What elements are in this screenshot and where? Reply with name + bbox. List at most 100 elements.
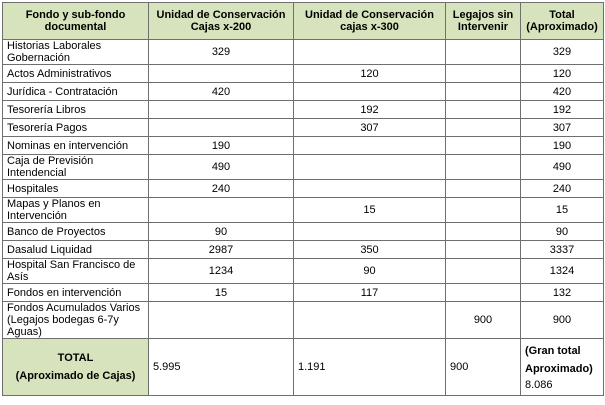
row-legajos	[445, 100, 521, 119]
header-total: Total (Aproximado)	[520, 2, 604, 40]
row-legajos	[445, 64, 521, 83]
row-fondo: Fondos Acumulados Varios (Legajos bodega…	[2, 301, 149, 339]
row-total: 3337	[520, 240, 604, 259]
row-fondo: Caja de Previsión Intendencial	[2, 154, 149, 180]
row-fondo: Banco de Proyectos	[2, 222, 149, 241]
row-cajas-x300: 350	[293, 240, 446, 259]
total-x300: 1.191	[293, 338, 446, 396]
row-cajas-x200	[148, 100, 294, 119]
row-cajas-x200	[148, 197, 294, 223]
row-fondo: Actos Administrativos	[2, 64, 149, 83]
row-cajas-x200: 15	[148, 283, 294, 302]
row-cajas-x200: 420	[148, 82, 294, 101]
row-total: 132	[520, 283, 604, 302]
row-legajos	[445, 283, 521, 302]
row-fondo: Tesorería Libros	[2, 100, 149, 119]
row-fondo: Jurídica - Contratación	[2, 82, 149, 101]
grand-total-label-1: (Gran total	[525, 345, 581, 357]
row-legajos	[445, 154, 521, 180]
total-label: TOTAL	[57, 352, 94, 364]
row-fondo: Dasalud Liquidad	[2, 240, 149, 259]
total-label-cell: TOTAL (Aproximado de Cajas)	[2, 338, 149, 396]
row-total: 329	[520, 39, 604, 65]
row-cajas-x200	[148, 118, 294, 137]
row-fondo: Tesorería Pagos	[2, 118, 149, 137]
row-cajas-x300	[293, 222, 446, 241]
table-row: Tesorería Libros 192 192	[2, 100, 604, 119]
row-cajas-x300	[293, 39, 446, 65]
table-row: Actos Administrativos 120 120	[2, 64, 604, 83]
row-legajos	[445, 258, 521, 284]
table-row: Banco de Proyectos 90 90	[2, 222, 604, 241]
row-fondo: Historias Laborales Gobernación	[2, 39, 149, 65]
total-sublabel: (Aproximado de Cajas)	[15, 370, 136, 382]
row-legajos	[445, 240, 521, 259]
table-row: Fondos Acumulados Varios (Legajos bodega…	[2, 301, 604, 339]
row-fondo: Nominas en intervención	[2, 136, 149, 155]
header-fondo: Fondo y sub-fondo documental	[2, 2, 149, 40]
row-cajas-x300: 117	[293, 283, 446, 302]
row-legajos	[445, 179, 521, 198]
total-legajos: 900	[445, 338, 521, 396]
table-row: Dasalud Liquidad 2987 350 3337	[2, 240, 604, 259]
grand-total-value: 8.086	[525, 379, 553, 391]
row-cajas-x300: 307	[293, 118, 446, 137]
row-cajas-x300: 192	[293, 100, 446, 119]
row-total: 192	[520, 100, 604, 119]
row-cajas-x200: 2987	[148, 240, 294, 259]
header-legajos: Legajos sin Intervenir	[445, 2, 521, 40]
table-row: Jurídica - Contratación 420 420	[2, 82, 604, 101]
table-header: Fondo y sub-fondo documental Unidad de C…	[2, 2, 604, 40]
row-cajas-x200: 329	[148, 39, 294, 65]
row-total: 307	[520, 118, 604, 137]
table-row: Tesorería Pagos 307 307	[2, 118, 604, 137]
grand-total-label-2: Aproximado)	[525, 363, 593, 375]
row-cajas-x300: 120	[293, 64, 446, 83]
row-fondo: Hospitales	[2, 179, 149, 198]
row-cajas-x300	[293, 136, 446, 155]
grand-total-cell: (Gran total Aproximado) 8.086	[520, 338, 604, 396]
header-row: Fondo y sub-fondo documental Unidad de C…	[2, 2, 604, 40]
header-cajas-x300: Unidad de Conservación cajas x-300	[293, 2, 446, 40]
row-cajas-x300	[293, 154, 446, 180]
row-total: 120	[520, 64, 604, 83]
table-row: Hospital San Francisco de Asís 1234 90 1324	[2, 258, 604, 284]
table-footer: TOTAL (Aproximado de Cajas) 5.995 1.191 …	[2, 338, 604, 396]
row-cajas-x300	[293, 82, 446, 101]
table-row: Fondos en intervención 15 117 132	[2, 283, 604, 302]
total-row: TOTAL (Aproximado de Cajas) 5.995 1.191 …	[2, 338, 604, 396]
row-total: 15	[520, 197, 604, 223]
row-cajas-x300: 15	[293, 197, 446, 223]
table-row: Nominas en intervención 190 190	[2, 136, 604, 155]
header-cajas-x200: Unidad de Conservación Cajas x-200	[148, 2, 294, 40]
row-total: 900	[520, 301, 604, 339]
row-cajas-x200	[148, 64, 294, 83]
row-total: 90	[520, 222, 604, 241]
row-cajas-x300	[293, 301, 446, 339]
row-legajos	[445, 136, 521, 155]
row-legajos	[445, 82, 521, 101]
table-body: Historias Laborales Gobernación 329 329 Act…	[2, 39, 604, 339]
row-cajas-x200: 90	[148, 222, 294, 241]
row-cajas-x200: 190	[148, 136, 294, 155]
row-legajos	[445, 118, 521, 137]
row-cajas-x300	[293, 179, 446, 198]
table-row: Caja de Previsión Intendencial 490 490	[2, 154, 604, 180]
row-total: 190	[520, 136, 604, 155]
row-fondo: Fondos en intervención	[2, 283, 149, 302]
row-legajos	[445, 39, 521, 65]
table-row: Historias Laborales Gobernación 329 329	[2, 39, 604, 65]
row-cajas-x200	[148, 301, 294, 339]
table-row: Mapas y Planos en Intervención 15 15	[2, 197, 604, 223]
row-cajas-x200: 490	[148, 154, 294, 180]
row-fondo: Mapas y Planos en Intervención	[2, 197, 149, 223]
row-total: 490	[520, 154, 604, 180]
table-row: Hospitales 240 240	[2, 179, 604, 198]
row-total: 420	[520, 82, 604, 101]
row-total: 1324	[520, 258, 604, 284]
row-legajos	[445, 222, 521, 241]
row-cajas-x300: 90	[293, 258, 446, 284]
row-total: 240	[520, 179, 604, 198]
row-legajos	[445, 197, 521, 223]
row-fondo: Hospital San Francisco de Asís	[2, 258, 149, 284]
